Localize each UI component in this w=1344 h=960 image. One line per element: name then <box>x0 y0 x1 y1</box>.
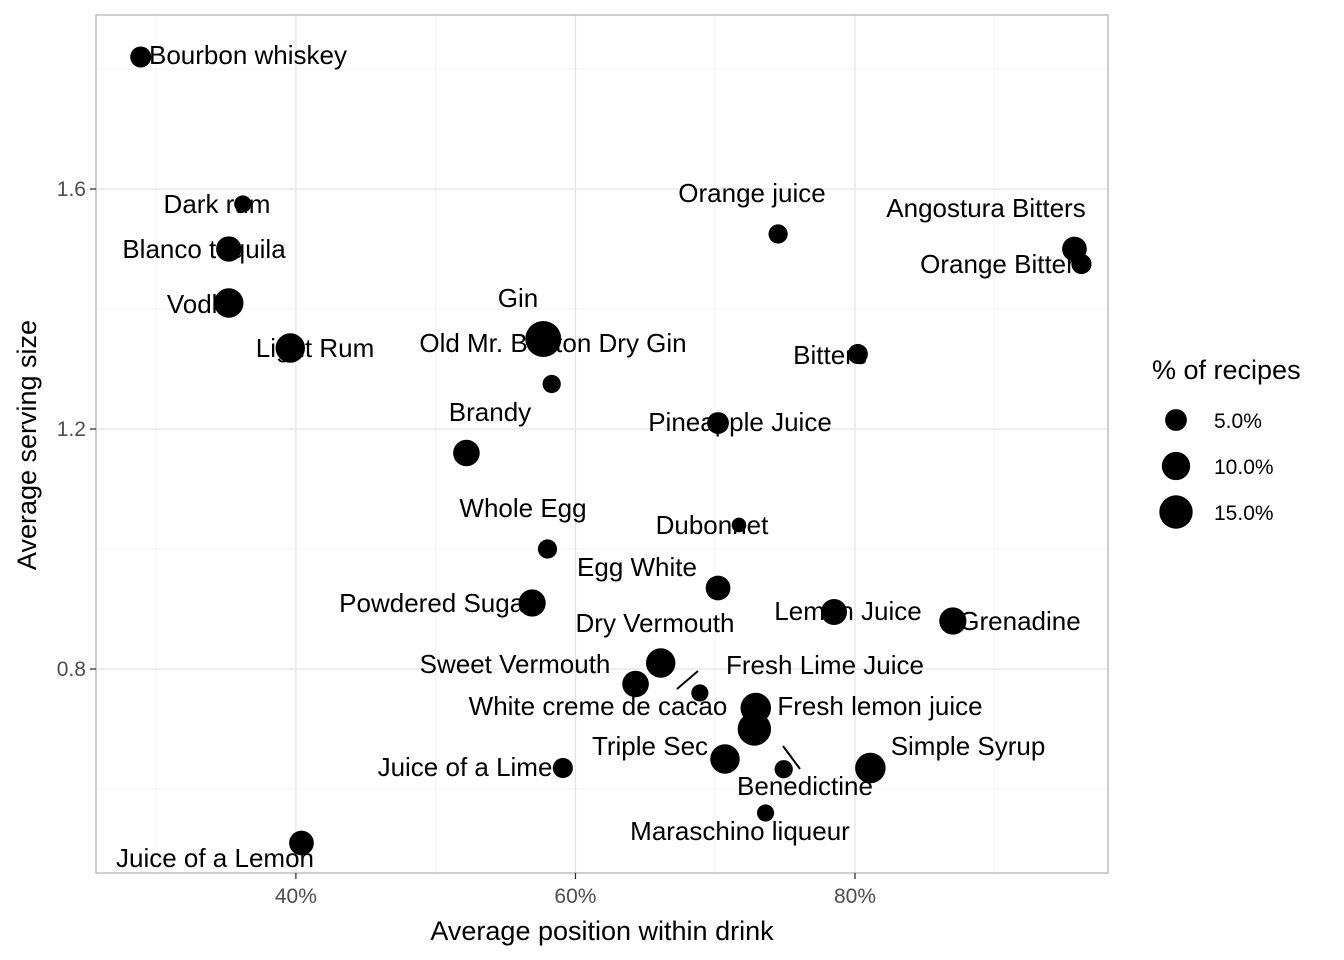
legend-label: 10.0% <box>1214 456 1274 479</box>
legend-key <box>1161 451 1191 481</box>
label-simple-syrup: Simple Syrup <box>891 731 1046 761</box>
point-fresh-lemon-juice <box>737 712 772 746</box>
y-axis-title: Average serving size <box>12 320 42 570</box>
label-bitters: Bitters <box>793 340 867 370</box>
point-gin <box>525 321 562 357</box>
label-maraschino-liqueur: Maraschino liqueur <box>630 816 850 846</box>
label-juice-of-a-lime: Juice of a Lime <box>378 752 553 782</box>
point-juice-of-a-lime <box>552 757 573 779</box>
data-points <box>130 46 1092 856</box>
label-juice-of-a-lemon: Juice of a Lemon <box>116 843 314 873</box>
point-orange-bitters <box>1071 253 1092 275</box>
point-sweet-vermouth <box>622 670 649 698</box>
label-triple-sec: Triple Sec <box>592 731 708 761</box>
point-lemon-juice <box>821 599 848 625</box>
label-bourbon-whiskey: Bourbon whiskey <box>149 40 347 70</box>
label-whole-egg: Whole Egg <box>459 493 586 523</box>
legend-label: 15.0% <box>1214 502 1274 525</box>
x-tick-label: 40% <box>275 885 317 908</box>
label-brandy: Brandy <box>449 397 531 427</box>
point-powdered-sugar <box>518 589 546 617</box>
point-dubonnet <box>731 517 747 533</box>
point-old-mr-boston-dry-gin <box>542 374 561 394</box>
point-maraschino-liqueur <box>756 804 775 822</box>
point-pineapple-juice <box>707 412 729 434</box>
label-dry-vermouth: Dry Vermouth <box>576 608 735 638</box>
legend-label: 5.0% <box>1214 410 1262 433</box>
label-dubonnet: Dubonnet <box>656 510 770 540</box>
x-tick-label: 80% <box>834 885 876 908</box>
point-simple-syrup <box>855 752 886 784</box>
point-white-creme-de-cacao <box>691 684 709 702</box>
point-grenadine <box>939 607 967 635</box>
label-vodka: Vodka <box>167 289 240 319</box>
point-brandy <box>453 439 480 467</box>
label-lemon-juice: Lemon Juice <box>774 596 921 626</box>
point-juice-of-a-lemon <box>289 830 314 856</box>
label-orange-juice: Orange juice <box>678 178 825 208</box>
label-gin: Gin <box>498 283 538 313</box>
label-dark-rum: Dark rum <box>164 189 271 219</box>
label-leader-lines <box>676 670 801 770</box>
x-axis-title: Average position within drink <box>430 916 774 946</box>
point-dry-vermouth <box>645 648 676 678</box>
label-powdered-sugar: Powdered Sugar <box>339 588 533 618</box>
plot-panel <box>95 14 1109 874</box>
axis-ticks: 40% 60% 80% 0.8 1.2 1.6 <box>57 178 876 908</box>
label-white-creme-de-cacao: White creme de cacao <box>469 691 728 721</box>
label-orange-bitters: Orange Bitters <box>920 249 1088 279</box>
leader-white-creme-de-cacao <box>676 670 699 690</box>
x-tick-label: 60% <box>554 885 596 908</box>
label-sweet-vermouth: Sweet Vermouth <box>420 649 611 679</box>
size-legend: % of recipes 5.0% 10.0% 15.0% <box>1152 355 1301 529</box>
label-benedictine: Benedictine <box>737 771 873 801</box>
y-tick-label: 1.6 <box>57 178 86 201</box>
legend-key <box>1165 409 1187 431</box>
label-grenadine: Grenadine <box>959 606 1080 636</box>
point-benedictine <box>774 760 793 779</box>
label-fresh-lime-juice: Fresh Lime Juice <box>726 650 924 680</box>
y-tick-label: 1.2 <box>57 418 86 441</box>
point-light-rum <box>275 333 306 363</box>
point-egg-white <box>705 575 731 601</box>
label-angostura-bitters: Angostura Bitters <box>886 193 1085 223</box>
y-tick-label: 0.8 <box>57 658 86 681</box>
point-blanco-tequila <box>234 195 252 213</box>
label-fresh-lemon-juice: Fresh lemon juice <box>777 691 982 721</box>
point-labels: Bourbon whiskey Dark rum Blanco tequila Vod… <box>116 40 1088 873</box>
label-pineapple-juice: Pineapple Juice <box>648 407 832 437</box>
point-bitters <box>847 343 868 365</box>
point-triple-sec <box>710 744 740 774</box>
legend-title: % of recipes <box>1152 355 1301 385</box>
legend-key <box>1159 495 1193 529</box>
point-dark-rum <box>216 236 242 262</box>
point-bourbon-whiskey <box>130 46 152 68</box>
label-blanco-tequila: Blanco tequila <box>122 234 286 264</box>
leader-benedictine <box>782 745 801 770</box>
point-vodka <box>214 288 244 318</box>
label-old-mr-boston-dry-gin: Old Mr. Boston Dry Gin <box>419 328 686 358</box>
grid <box>96 15 1108 873</box>
point-whole-egg <box>537 539 558 559</box>
label-light-rum: Light Rum <box>256 333 375 363</box>
point-orange-juice <box>768 224 788 244</box>
label-egg-white: Egg White <box>577 552 697 582</box>
